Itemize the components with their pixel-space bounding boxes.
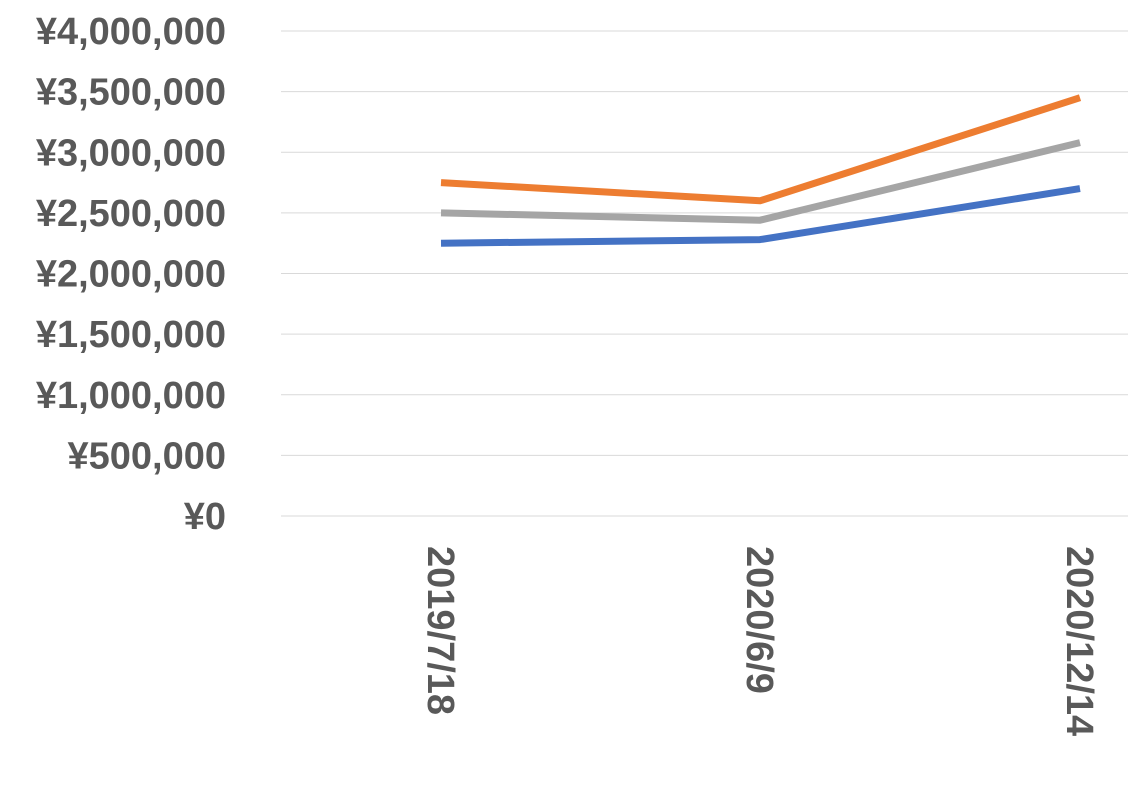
y-tick-label: ¥1,000,000 xyxy=(36,375,226,417)
y-tick-label: ¥2,000,000 xyxy=(36,254,226,296)
y-tick-label: ¥500,000 xyxy=(68,435,227,477)
series-line-1 xyxy=(440,185,1081,247)
gridlines xyxy=(281,30,1128,517)
series-line-3 xyxy=(440,139,1081,224)
x-tick-label: 2020/6/9 xyxy=(738,546,780,694)
series-lines xyxy=(440,94,1082,247)
x-axis-tick-labels: 2019/7/18 2020/6/9 2020/12/14 xyxy=(419,546,1100,736)
y-tick-label: ¥1,500,000 xyxy=(36,314,226,356)
y-axis-tick-labels: ¥0 ¥500,000 ¥1,000,000 ¥1,500,000 ¥2,000,000… xyxy=(36,11,226,538)
x-tick-label: 2019/7/18 xyxy=(419,546,461,715)
y-tick-label: ¥3,000,000 xyxy=(36,132,226,174)
y-tick-label: ¥3,500,000 xyxy=(36,72,226,114)
y-tick-label: ¥4,000,000 xyxy=(36,11,226,53)
series-line-2 xyxy=(440,94,1082,205)
x-tick-label: 2020/12/14 xyxy=(1058,546,1100,736)
y-tick-label: ¥0 xyxy=(184,496,226,538)
y-tick-label: ¥2,500,000 xyxy=(36,193,226,235)
